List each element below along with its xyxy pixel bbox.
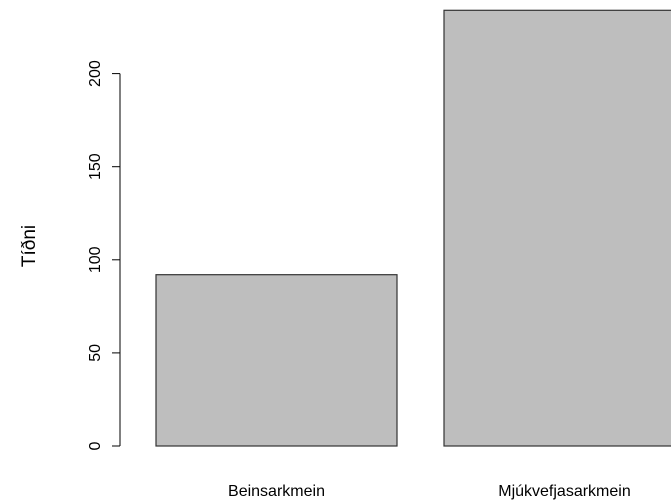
category-label-1: Mjúkvefjasarkmein bbox=[498, 483, 630, 500]
y-tick-label-1: 50 bbox=[87, 344, 104, 362]
y-tick-label-3: 150 bbox=[87, 153, 104, 180]
bars bbox=[155, 9, 671, 447]
y-tick-label-4: 200 bbox=[87, 60, 104, 87]
bar-0 bbox=[155, 274, 398, 447]
category-label-0: Beinsarkmein bbox=[228, 483, 325, 500]
y-tick-label-0: 0 bbox=[87, 441, 104, 450]
x-axis-labels: Beinsarkmein Mjúkvefjasarkmein bbox=[228, 483, 631, 500]
y-axis: 0 50 100 150 200 bbox=[87, 60, 121, 450]
y-tick-label-2: 100 bbox=[87, 246, 104, 273]
bar-1 bbox=[443, 9, 671, 447]
y-axis-title: Tíðni bbox=[19, 225, 40, 267]
